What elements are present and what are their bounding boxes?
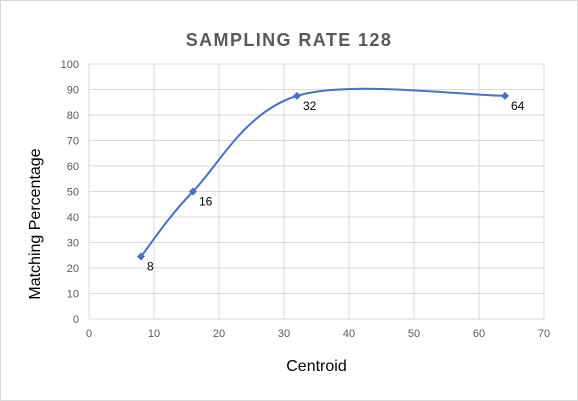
data-point-marker — [501, 91, 509, 100]
data-label: 32 — [303, 99, 317, 113]
x-tick-label: 30 — [278, 328, 290, 340]
x-axis-title: Centroid — [286, 358, 347, 375]
series-line — [140, 87, 506, 258]
y-tick-label: 100 — [61, 59, 79, 71]
data-label: 64 — [511, 99, 525, 113]
y-tick-label: 80 — [67, 110, 79, 122]
data-point-marker — [189, 187, 197, 196]
chart-title: SAMPLING RATE 128 — [185, 30, 393, 50]
data-point-marker — [293, 91, 301, 100]
x-tick-label: 40 — [343, 328, 355, 340]
x-tick-label: 0 — [86, 328, 92, 340]
y-tick-label: 40 — [67, 212, 79, 224]
x-tick-label: 50 — [408, 328, 420, 340]
data-point-marker — [137, 252, 145, 261]
y-tick-label: 70 — [67, 136, 79, 148]
y-tick-label: 60 — [67, 161, 79, 173]
x-tick-label: 20 — [213, 328, 225, 340]
y-tick-label: 10 — [67, 289, 79, 301]
data-label: 8 — [147, 260, 154, 274]
x-tick-label: 10 — [148, 328, 160, 340]
x-tick-label: 70 — [538, 328, 550, 340]
y-tick-label: 0 — [73, 314, 79, 326]
tick-labels: 0 10 20 30 40 50 60 70 80 90 100 0 10 20 30 40 50 60 70 — [61, 59, 550, 340]
y-tick-label: 20 — [67, 263, 79, 275]
gridlines — [88, 63, 545, 320]
y-axis-title: Matching Percentage — [27, 148, 44, 300]
data-label: 16 — [199, 195, 213, 209]
data-labels: 8 16 32 64 — [147, 99, 525, 274]
y-tick-label: 30 — [67, 238, 79, 250]
series — [137, 87, 509, 261]
y-tick-label: 90 — [67, 85, 79, 97]
y-tick-label: 50 — [67, 187, 79, 199]
x-tick-label: 60 — [473, 328, 485, 340]
